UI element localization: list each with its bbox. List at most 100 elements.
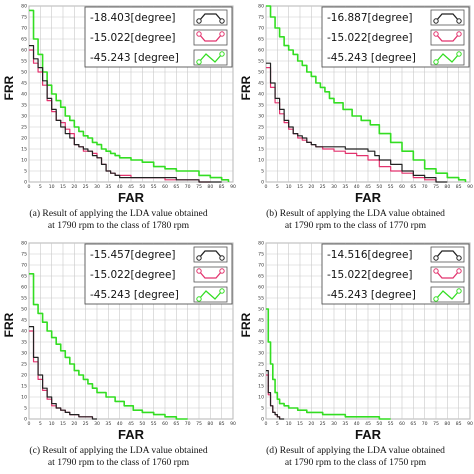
y-tick-label: 65 <box>258 37 264 43</box>
y-tick-label: 45 <box>21 81 27 87</box>
chart-panel-d: 0 5 10 15 20 25 30 35 40 45 50 55 60 65 70 75 80 85 90 0 5 10… <box>237 237 474 474</box>
y-tick-label: 35 <box>258 340 264 346</box>
y-tick-label: 0 <box>24 180 27 186</box>
series-line-1 <box>29 326 97 420</box>
x-tick-label: 20 <box>308 184 314 190</box>
x-tick-label: 25 <box>320 421 326 427</box>
y-tick-label: 20 <box>258 373 264 379</box>
y-tick-label: 40 <box>21 92 27 98</box>
x-tick-label: 10 <box>49 184 55 190</box>
y-tick-label: 0 <box>261 180 264 186</box>
y-tick-label: 5 <box>24 406 27 412</box>
legend-swatch-marker-3 <box>433 59 439 65</box>
x-axis-label: FAR <box>355 190 382 205</box>
legend-swatch-marker-2 <box>433 268 439 274</box>
x-tick-label: 75 <box>433 184 439 190</box>
x-tick-label: 45 <box>365 184 371 190</box>
x-tick-label: 85 <box>219 421 225 427</box>
x-tick-label: 15 <box>60 184 66 190</box>
y-tick-label: 50 <box>21 307 27 313</box>
y-tick-label: 35 <box>258 103 264 109</box>
legend-swatch-marker-2 <box>456 268 462 274</box>
x-tick-label: 60 <box>399 184 405 190</box>
x-tick-label: 55 <box>388 421 394 427</box>
y-tick-label: 15 <box>258 147 264 153</box>
y-tick-label: 60 <box>258 48 264 54</box>
y-tick-label: 15 <box>21 147 27 153</box>
y-tick-label: 55 <box>21 296 27 302</box>
chart-c: 0 5 10 15 20 25 30 35 40 45 50 55 60 65 70 75 80 85 90 0 5 10… <box>2 241 236 442</box>
caption-a-line1: (a) Result of applying the LDA value obt… <box>29 208 208 219</box>
y-tick-label: 55 <box>21 59 27 65</box>
legend-swatch-marker-1 <box>219 18 225 24</box>
series-line-3 <box>266 308 391 420</box>
legend-swatch-marker-2 <box>196 31 202 37</box>
x-tick-label: 40 <box>354 184 360 190</box>
x-tick-label: 60 <box>162 421 168 427</box>
y-tick-label: 40 <box>258 329 264 335</box>
legend-swatch-marker-3 <box>456 288 462 294</box>
x-tick-label: 90 <box>467 421 473 427</box>
x-tick-label: 80 <box>444 184 450 190</box>
y-tick-label: 40 <box>21 329 27 335</box>
legend-swatch-line-2 <box>435 270 460 279</box>
x-tick-label: 20 <box>308 421 314 427</box>
legend-label-1: -16.887[degree] <box>327 12 413 24</box>
y-tick-label: 45 <box>258 81 264 87</box>
y-tick-label: 30 <box>258 114 264 120</box>
y-tick-label: 75 <box>21 252 27 258</box>
legend-swatch-box-2 <box>193 266 228 283</box>
legend-swatch-marker-3 <box>456 51 462 57</box>
legend-swatch-box-1 <box>430 9 465 26</box>
x-tick-label: 85 <box>219 184 225 190</box>
legend-swatch-marker-1 <box>196 255 202 261</box>
x-tick-label: 50 <box>139 421 145 427</box>
y-tick-label: 75 <box>258 15 264 21</box>
x-axis-label: FAR <box>118 427 145 442</box>
x-tick-label: 5 <box>39 184 42 190</box>
x-tick-label: 60 <box>399 421 405 427</box>
x-tick-label: 50 <box>376 184 382 190</box>
x-tick-label: 90 <box>230 184 236 190</box>
legend: -18.403[degree] -15.022[degree] -45.243 [d… <box>84 6 233 68</box>
y-axis-label: FRR <box>2 312 16 337</box>
x-tick-label: 45 <box>365 421 371 427</box>
y-tick-label: 65 <box>21 274 27 280</box>
x-tick-label: 40 <box>117 421 123 427</box>
y-tick-label: 70 <box>258 263 264 269</box>
y-tick-label: 5 <box>261 406 264 412</box>
y-tick-label: 55 <box>258 296 264 302</box>
x-tick-label: 15 <box>297 184 303 190</box>
x-tick-label: 75 <box>196 184 202 190</box>
legend-swatch-marker-1 <box>456 255 462 261</box>
y-tick-label: 80 <box>21 241 27 247</box>
legend: -14.516[degree] -15.022[degree] -45.243 [d… <box>321 243 470 305</box>
x-tick-label: 0 <box>265 184 268 190</box>
x-tick-label: 5 <box>39 421 42 427</box>
y-tick-label: 10 <box>21 158 27 164</box>
y-tick-label: 0 <box>24 417 27 423</box>
chart-d: 0 5 10 15 20 25 30 35 40 45 50 55 60 65 70 75 80 85 90 0 5 10… <box>239 241 473 442</box>
x-tick-label: 30 <box>94 184 100 190</box>
caption-c: (c) Result of applying the LDA value obt… <box>0 445 237 469</box>
x-tick-label: 80 <box>207 421 213 427</box>
y-tick-label: 75 <box>21 15 27 21</box>
legend-swatch-line-2 <box>198 33 223 42</box>
legend-swatch-marker-2 <box>196 268 202 274</box>
y-tick-label: 50 <box>258 307 264 313</box>
x-tick-label: 35 <box>105 184 111 190</box>
x-tick-label: 80 <box>444 421 450 427</box>
y-tick-label: 30 <box>258 351 264 357</box>
x-tick-label: 5 <box>276 184 279 190</box>
chart-panel-c: 0 5 10 15 20 25 30 35 40 45 50 55 60 65 70 75 80 85 90 0 5 10… <box>0 237 237 474</box>
x-tick-label: 70 <box>185 421 191 427</box>
x-tick-label: 55 <box>151 184 157 190</box>
legend-swatch-line-3 <box>435 290 460 300</box>
x-tick-label: 35 <box>342 184 348 190</box>
legend-swatch-marker-3 <box>196 59 202 65</box>
y-tick-label: 10 <box>258 158 264 164</box>
legend-swatch-marker-2 <box>219 268 225 274</box>
y-tick-label: 50 <box>258 70 264 76</box>
caption-a-line2: at 1790 rpm to the class of 1780 rpm <box>47 220 190 231</box>
legend-label-3: -45.243 [degree] <box>327 52 416 64</box>
